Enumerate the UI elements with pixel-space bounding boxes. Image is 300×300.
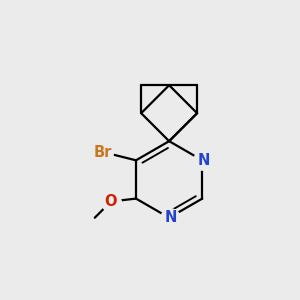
Text: O: O	[105, 194, 117, 209]
Text: Br: Br	[94, 146, 112, 160]
Text: N: N	[164, 210, 176, 225]
Text: N: N	[197, 153, 210, 168]
